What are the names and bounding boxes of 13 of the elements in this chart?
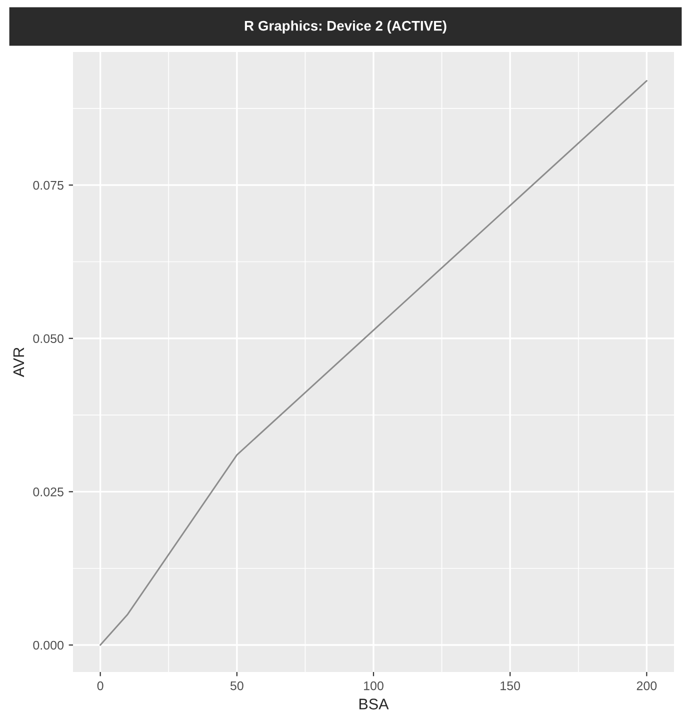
x-tick-label: 150	[500, 681, 520, 690]
x-tick-label: 50	[230, 681, 244, 690]
y-tick-label: 0.000	[33, 640, 64, 650]
x-tick-label: 100	[364, 681, 384, 690]
y-tick-label: 0.050	[33, 334, 64, 344]
x-axis-title: BSA	[359, 698, 389, 710]
text: R Graphics: Device 2 (ACTIVE)	[244, 20, 446, 34]
x-tick-label: 0	[97, 681, 104, 690]
y-tick-label: 0.075	[33, 180, 64, 190]
line-series	[100, 80, 648, 646]
y-axis-title: AVR	[13, 348, 24, 378]
x-tick-label: 200	[636, 681, 657, 690]
y-tick-label: 0.025	[33, 488, 64, 496]
